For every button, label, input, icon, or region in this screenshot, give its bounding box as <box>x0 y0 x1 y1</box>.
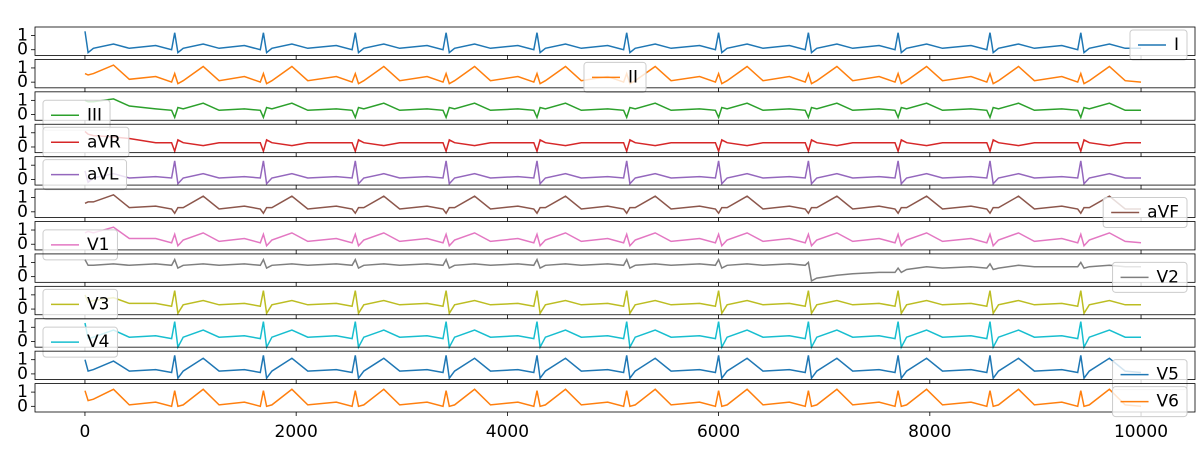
x-tick-label: 4000 <box>486 422 529 442</box>
y-tick-label: 1 <box>17 90 28 110</box>
y-tick-label: 0 <box>17 137 28 157</box>
x-tick-label: 2000 <box>275 422 318 442</box>
y-tick-label: 1 <box>17 26 28 46</box>
y-tick-label: 0 <box>17 331 28 351</box>
legend: V6 <box>1112 386 1188 418</box>
axes-frame <box>34 156 1196 186</box>
legend-box <box>1112 261 1188 293</box>
subplot: 01 aVF <box>17 188 1196 228</box>
axes-frame <box>34 253 1196 283</box>
y-tick-label: 0 <box>17 169 28 189</box>
legend-label: aVL <box>87 165 119 185</box>
legend-label: II <box>628 67 638 87</box>
line <box>84 355 1142 381</box>
y-tick-label: 1 <box>17 350 28 370</box>
legend-label: V2 <box>1157 267 1179 287</box>
legend: III <box>42 99 111 131</box>
legend: aVL <box>42 159 128 191</box>
y-tick-label: 1 <box>17 285 28 305</box>
legend: II <box>583 61 647 93</box>
legend-box <box>42 126 130 158</box>
axes-frame <box>34 318 1196 348</box>
line <box>84 31 1141 55</box>
legend: aVF <box>1102 197 1188 228</box>
subplot: 01 V1 <box>17 220 1196 261</box>
axes-frame <box>34 221 1196 251</box>
legend: V2 <box>1112 261 1188 293</box>
legend: V4 <box>42 326 118 358</box>
subplot: 01 V2 <box>17 252 1196 293</box>
axes-frame <box>34 91 1196 121</box>
legend-box <box>42 326 118 358</box>
x-tick-label: 10000 <box>1114 422 1168 442</box>
legend: V3 <box>42 288 118 320</box>
subplot: 01 aVR <box>17 123 1196 158</box>
subplot: 01 V4 <box>17 317 1196 358</box>
y-tick-label: 0 <box>17 72 28 92</box>
axes-frame <box>34 188 1196 218</box>
legend-box <box>42 229 118 261</box>
subplot: 01 III <box>17 90 1196 131</box>
line <box>84 98 1141 120</box>
y-tick-label: 0 <box>17 40 28 60</box>
y-tick-label: 0 <box>17 267 28 287</box>
subplot: 01 V5 <box>17 350 1196 391</box>
legend-label: V5 <box>1157 365 1179 385</box>
axes-frame <box>34 383 1196 413</box>
line <box>84 226 1142 248</box>
y-tick-label: 1 <box>17 317 28 337</box>
y-tick-label: 1 <box>17 220 28 240</box>
legend-box <box>1102 197 1188 228</box>
legend-label: III <box>87 105 102 125</box>
line <box>84 193 1141 215</box>
y-tick-label: 1 <box>17 123 28 143</box>
line <box>84 388 1142 408</box>
subplot: 01 V3 <box>17 285 1196 320</box>
legend-label: V6 <box>1157 392 1179 412</box>
y-tick-label: 0 <box>17 364 28 384</box>
y-tick-label: 0 <box>17 202 28 222</box>
line <box>84 130 1141 154</box>
y-tick-label: 1 <box>17 252 28 272</box>
line <box>84 290 1141 316</box>
y-tick-label: 1 <box>17 188 28 208</box>
subplot: 01 II <box>17 58 1196 93</box>
legend-label: V1 <box>87 235 109 255</box>
axes-frame <box>34 26 1196 56</box>
legend: I <box>1129 29 1188 61</box>
y-tick-label: 0 <box>17 105 28 125</box>
x-tick-label: 6000 <box>697 422 740 442</box>
legend-label: V3 <box>87 294 109 314</box>
legend: V5 <box>1112 359 1188 391</box>
y-tick-label: 0 <box>17 234 28 254</box>
legend-box <box>1112 386 1188 418</box>
x-tick-label: 8000 <box>908 422 951 442</box>
legend-box <box>42 288 118 320</box>
y-tick-label: 0 <box>17 299 28 319</box>
legend-label: V4 <box>87 332 109 352</box>
x-tick-label: 0 <box>80 422 91 442</box>
y-tick-label: 0 <box>17 396 28 416</box>
legend-label: aVR <box>87 132 121 152</box>
subplot: 01 aVL <box>17 155 1196 191</box>
legend-label: I <box>1174 35 1179 55</box>
line <box>84 321 1141 350</box>
line <box>84 257 1141 283</box>
y-tick-label: 1 <box>17 155 28 175</box>
y-tick-label: 1 <box>17 58 28 78</box>
legend-label: aVF <box>1147 203 1179 223</box>
subplot: 01 I <box>17 26 1196 61</box>
axes-frame <box>34 350 1196 380</box>
y-tick-label: 1 <box>17 382 28 402</box>
line <box>84 160 1141 186</box>
legend-box <box>42 159 128 191</box>
legend: V1 <box>42 229 118 261</box>
axes-frame <box>34 285 1196 316</box>
legend: aVR <box>42 126 130 158</box>
axes-frame <box>34 123 1196 154</box>
